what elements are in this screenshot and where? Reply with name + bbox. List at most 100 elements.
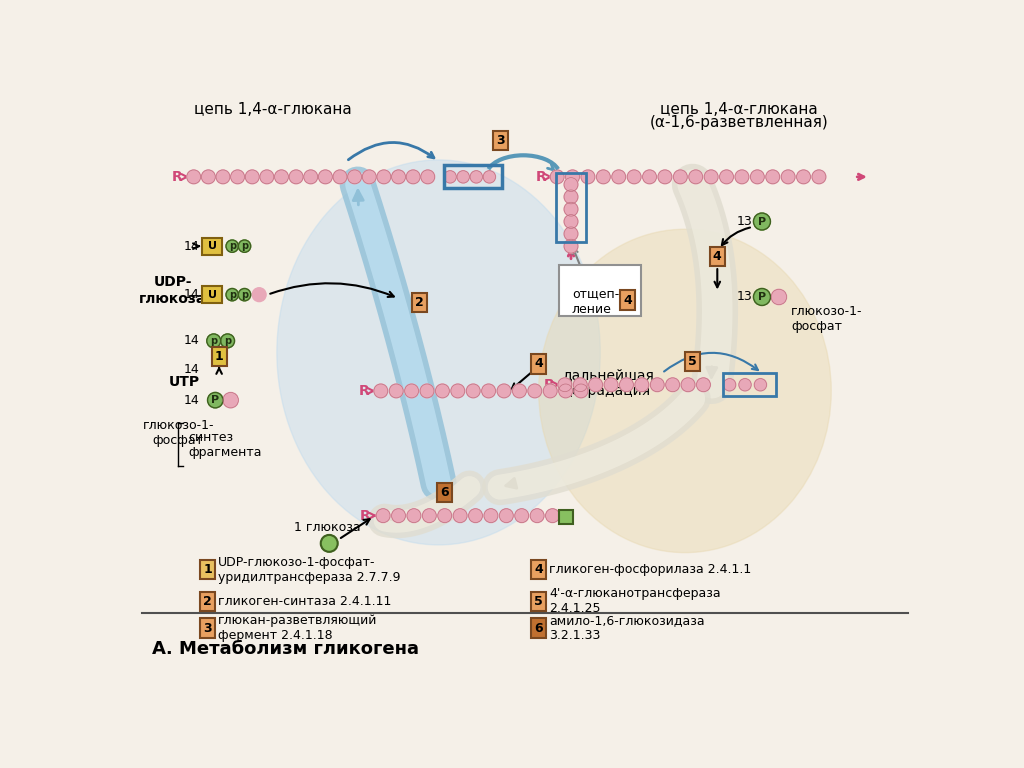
Circle shape xyxy=(466,384,480,398)
Circle shape xyxy=(202,170,215,184)
Text: 4: 4 xyxy=(624,293,633,306)
Circle shape xyxy=(374,384,388,398)
Text: p: p xyxy=(224,336,231,346)
Text: отщеп-
ление: отщеп- ление xyxy=(571,288,620,316)
Circle shape xyxy=(558,378,571,392)
Text: 14: 14 xyxy=(184,394,200,407)
Text: U: U xyxy=(208,241,217,251)
Circle shape xyxy=(438,508,452,522)
Circle shape xyxy=(470,170,482,183)
Circle shape xyxy=(530,508,544,522)
Text: P: P xyxy=(211,396,219,406)
Circle shape xyxy=(674,170,687,184)
Circle shape xyxy=(435,384,450,398)
Text: цепь 1,4-α-глюкана: цепь 1,4-α-глюкана xyxy=(660,102,818,118)
Circle shape xyxy=(252,288,266,302)
Circle shape xyxy=(564,239,578,253)
Text: 3: 3 xyxy=(496,134,505,147)
Text: p: p xyxy=(228,241,236,251)
Text: 5: 5 xyxy=(688,355,697,368)
Circle shape xyxy=(696,378,711,392)
Text: p: p xyxy=(210,336,217,346)
Text: U: U xyxy=(208,290,217,300)
Text: 6: 6 xyxy=(535,621,543,634)
Text: дальнейшая
деградация: дальнейшая деградация xyxy=(562,368,653,399)
Text: 1: 1 xyxy=(215,349,223,362)
Text: UDP-глюкозо-1-фосфат-
уридилтрансфераза 2.7.7.9: UDP-глюкозо-1-фосфат- уридилтрансфераза … xyxy=(218,555,400,584)
Circle shape xyxy=(574,384,588,398)
Text: (α-1,6-разветвленная): (α-1,6-разветвленная) xyxy=(649,115,828,131)
Circle shape xyxy=(720,170,733,184)
Text: 14: 14 xyxy=(184,362,200,376)
Circle shape xyxy=(564,214,578,228)
Circle shape xyxy=(223,392,239,408)
Circle shape xyxy=(469,508,482,522)
Circle shape xyxy=(573,378,587,392)
Text: p: p xyxy=(228,290,236,300)
Circle shape xyxy=(797,170,810,184)
Circle shape xyxy=(208,392,223,408)
Circle shape xyxy=(239,289,251,301)
Circle shape xyxy=(771,290,786,305)
Circle shape xyxy=(481,384,496,398)
Circle shape xyxy=(544,384,557,398)
Circle shape xyxy=(781,170,795,184)
Circle shape xyxy=(755,379,767,391)
Circle shape xyxy=(528,384,542,398)
Circle shape xyxy=(589,378,602,392)
Circle shape xyxy=(186,170,201,184)
Text: 13: 13 xyxy=(737,215,753,228)
Circle shape xyxy=(226,240,239,253)
Circle shape xyxy=(391,508,406,522)
Circle shape xyxy=(404,384,419,398)
Circle shape xyxy=(391,170,406,184)
Circle shape xyxy=(735,170,749,184)
Text: 4: 4 xyxy=(535,563,543,576)
Circle shape xyxy=(650,378,665,392)
Text: 2: 2 xyxy=(415,296,424,309)
Circle shape xyxy=(739,379,752,391)
Text: гликоген-синтаза 2.4.1.11: гликоген-синтаза 2.4.1.11 xyxy=(218,594,392,607)
Circle shape xyxy=(766,170,779,184)
Circle shape xyxy=(484,508,498,522)
Circle shape xyxy=(376,508,390,522)
Circle shape xyxy=(611,170,626,184)
Text: глюкозо-1-
фосфат: глюкозо-1- фосфат xyxy=(142,419,214,448)
Text: UTP: UTP xyxy=(169,375,200,389)
Text: 4: 4 xyxy=(713,250,722,263)
Ellipse shape xyxy=(539,229,831,553)
Circle shape xyxy=(421,170,435,184)
Circle shape xyxy=(321,535,338,552)
Circle shape xyxy=(812,170,826,184)
Text: P: P xyxy=(758,217,766,227)
Text: цепь 1,4-α-глюкана: цепь 1,4-α-глюкана xyxy=(195,102,352,118)
Circle shape xyxy=(289,170,303,184)
Circle shape xyxy=(515,508,528,522)
Text: 5: 5 xyxy=(535,594,543,607)
Text: R: R xyxy=(172,170,183,184)
Circle shape xyxy=(274,170,289,184)
Text: амило-1,6-глюкозидаза
3.2.1.33: амило-1,6-глюкозидаза 3.2.1.33 xyxy=(550,614,706,642)
Circle shape xyxy=(754,289,770,306)
Circle shape xyxy=(226,289,239,301)
Text: P: P xyxy=(758,292,766,302)
Text: 14: 14 xyxy=(184,240,200,253)
Circle shape xyxy=(377,170,391,184)
Text: 4: 4 xyxy=(535,357,543,370)
Circle shape xyxy=(754,213,770,230)
Circle shape xyxy=(564,202,578,216)
Circle shape xyxy=(564,177,578,191)
Text: гликоген-фосфорилаза 2.4.1.1: гликоген-фосфорилаза 2.4.1.1 xyxy=(550,563,752,576)
Circle shape xyxy=(724,379,736,391)
Text: 1 глюкоза: 1 глюкоза xyxy=(294,521,360,535)
Circle shape xyxy=(604,378,617,392)
Circle shape xyxy=(389,384,403,398)
Circle shape xyxy=(497,384,511,398)
Circle shape xyxy=(304,170,317,184)
Text: R: R xyxy=(358,384,370,398)
Text: 14: 14 xyxy=(184,288,200,301)
Circle shape xyxy=(216,170,230,184)
Text: 4'-α-глюканотрансфераза
2.4.1.25: 4'-α-глюканотрансфераза 2.4.1.25 xyxy=(550,587,721,615)
Circle shape xyxy=(246,170,259,184)
Circle shape xyxy=(457,170,469,183)
